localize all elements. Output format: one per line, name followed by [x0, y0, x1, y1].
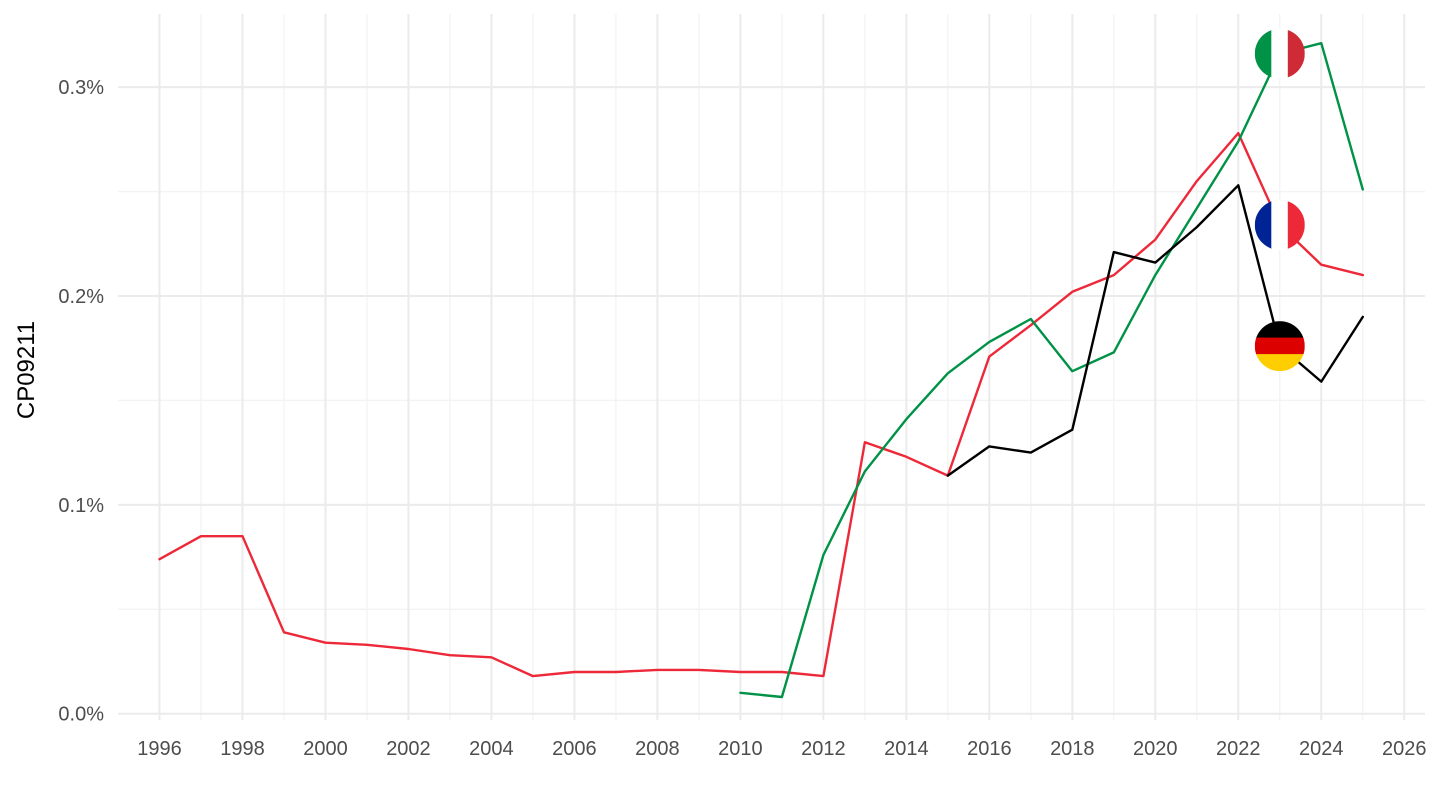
x-tick-label: 2000 — [303, 738, 348, 760]
series-line-france — [158, 131, 1365, 678]
major-gridlines — [118, 14, 1425, 720]
x-tick-label: 2020 — [1133, 738, 1178, 760]
x-tick-label: 2002 — [386, 738, 431, 760]
x-tick-label: 2026 — [1382, 738, 1427, 760]
x-tick-label: 2012 — [801, 738, 846, 760]
y-axis-title: CP09211 — [13, 321, 40, 419]
x-tick-label: 2022 — [1216, 738, 1261, 760]
y-tick-label: 0.2% — [58, 286, 104, 308]
x-tick-label: 2006 — [552, 738, 597, 760]
x-axis-tick-labels: 1996 1998 2000 2002 2004 2006 2008 2010 2012 2014… — [137, 738, 1426, 760]
x-tick-label: 2014 — [884, 738, 929, 760]
y-axis-tick-labels: 0.0% 0.1% 0.2% 0.3% — [58, 77, 104, 726]
italy-flag-icon — [1254, 28, 1305, 79]
y-tick-label: 0.0% — [58, 704, 104, 726]
x-tick-label: 1998 — [220, 738, 265, 760]
france-flag-icon — [1254, 200, 1305, 250]
x-tick-label: 1996 — [137, 738, 182, 760]
series-lines — [158, 42, 1365, 699]
y-tick-label: 0.1% — [58, 495, 104, 517]
x-tick-label: 2024 — [1299, 738, 1344, 760]
x-tick-label: 2010 — [718, 738, 763, 760]
x-tick-label: 2008 — [635, 738, 680, 760]
germany-flag-icon — [1254, 321, 1305, 372]
series-line-italy — [739, 42, 1365, 699]
y-tick-label: 0.3% — [58, 77, 104, 99]
x-tick-label: 2018 — [1050, 738, 1095, 760]
minor-gridlines — [118, 14, 1425, 720]
x-tick-label: 2004 — [469, 738, 514, 760]
flag-markers — [1254, 28, 1305, 372]
x-tick-label: 2016 — [967, 738, 1012, 760]
